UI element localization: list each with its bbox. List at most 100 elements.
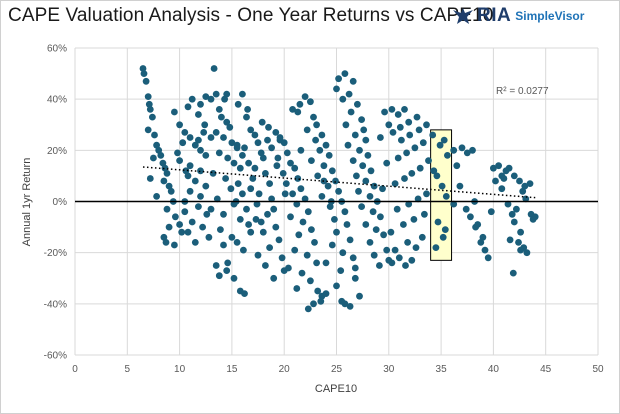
data-point <box>401 175 408 182</box>
data-point <box>146 175 154 182</box>
data-point <box>423 121 430 129</box>
data-point <box>333 228 340 236</box>
data-point <box>247 228 255 236</box>
data-point <box>301 93 309 100</box>
data-point <box>510 172 518 180</box>
data-point <box>139 65 147 72</box>
data-point <box>270 274 278 282</box>
data-point <box>207 134 215 141</box>
data-point <box>310 113 317 121</box>
data-point <box>210 65 218 72</box>
data-point <box>362 177 370 185</box>
data-point <box>484 254 492 262</box>
data-point <box>220 210 227 218</box>
data-point <box>509 269 517 277</box>
data-point <box>381 108 388 116</box>
data-point <box>151 131 158 139</box>
data-point <box>182 167 190 175</box>
data-point <box>195 203 202 211</box>
data-point <box>243 205 250 213</box>
data-point <box>144 93 152 100</box>
chart-title: CAPE Valuation Analysis - One Year Retur… <box>8 5 494 26</box>
data-point <box>252 216 260 223</box>
data-point <box>339 249 347 257</box>
data-point <box>516 177 523 185</box>
data-point <box>203 210 211 218</box>
data-point <box>383 159 391 167</box>
data-point <box>400 221 407 228</box>
data-point <box>140 70 148 77</box>
data-point <box>430 167 438 175</box>
data-point <box>270 205 278 213</box>
data-point <box>262 170 269 177</box>
data-point <box>432 244 440 252</box>
data-point <box>303 126 311 134</box>
data-point <box>230 159 238 167</box>
data-point <box>268 195 275 203</box>
data-point <box>406 131 414 139</box>
data-point <box>362 136 370 144</box>
data-point <box>467 213 474 221</box>
data-point <box>517 228 524 236</box>
data-point <box>245 221 253 228</box>
data-point <box>259 154 267 162</box>
data-point <box>209 170 217 177</box>
data-point <box>326 203 334 211</box>
data-point <box>282 180 290 188</box>
data-point <box>383 246 391 254</box>
data-point <box>289 106 296 113</box>
eagle-logo-icon <box>453 8 473 24</box>
x-tick-label: 50 <box>592 364 604 375</box>
data-point <box>186 162 194 170</box>
data-point <box>347 108 355 116</box>
x-tick-label: 25 <box>331 364 343 375</box>
data-point <box>233 239 241 246</box>
data-point <box>251 131 259 139</box>
y-tick-label: 40% <box>47 95 67 106</box>
data-point <box>160 177 168 185</box>
data-point <box>358 203 365 211</box>
data-point <box>436 141 444 149</box>
data-point <box>313 121 320 129</box>
data-point <box>247 126 255 134</box>
trendline-layer <box>142 166 536 199</box>
data-point <box>332 177 339 185</box>
data-point <box>234 100 242 108</box>
data-point <box>469 146 476 154</box>
data-point <box>510 218 518 226</box>
data-point <box>345 90 353 98</box>
data-point <box>215 149 223 157</box>
data-point <box>320 162 328 170</box>
data-point <box>492 177 499 185</box>
data-point <box>247 185 255 193</box>
data-point <box>472 223 479 231</box>
data-point <box>195 136 202 144</box>
data-point <box>245 159 253 167</box>
data-point <box>418 233 426 241</box>
y-tick-label: -20% <box>44 248 67 259</box>
data-point <box>265 123 272 131</box>
data-point <box>439 233 447 241</box>
data-point <box>301 195 309 203</box>
data-point <box>341 300 349 308</box>
data-point <box>197 146 204 154</box>
data-point <box>429 131 437 139</box>
data-point <box>380 231 387 239</box>
data-point <box>257 218 265 226</box>
data-point <box>314 172 322 180</box>
data-point <box>176 121 184 129</box>
data-point <box>331 216 338 223</box>
data-point <box>303 251 311 259</box>
data-point <box>316 146 324 154</box>
data-point <box>184 172 192 180</box>
data-point <box>388 106 396 113</box>
data-point <box>408 170 416 177</box>
data-point <box>153 193 161 200</box>
data-point <box>266 244 273 252</box>
data-point <box>411 144 419 152</box>
data-point <box>161 164 169 172</box>
data-point <box>228 233 236 241</box>
data-point <box>453 162 461 170</box>
data-point <box>385 121 393 129</box>
data-point <box>366 239 374 246</box>
